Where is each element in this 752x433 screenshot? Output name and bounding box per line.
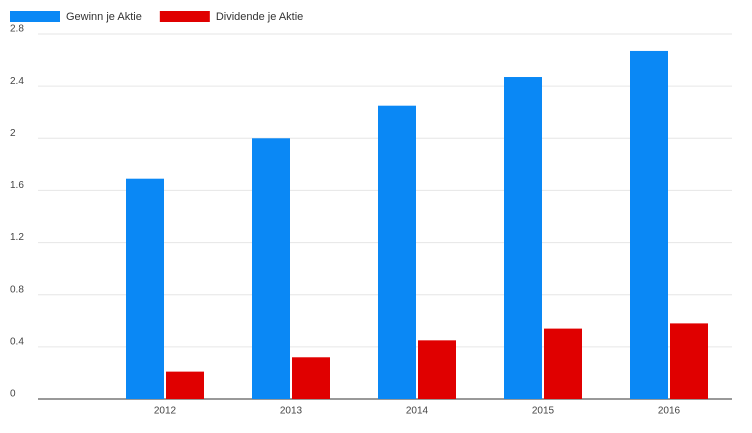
bar (630, 50, 668, 399)
bar (504, 77, 542, 400)
x-tick-label: 2016 (658, 406, 681, 417)
legend-label: Dividende je Aktie (216, 11, 303, 23)
bar (670, 323, 708, 399)
bar (126, 178, 164, 399)
y-tick-label: 0.4 (10, 336, 24, 347)
bar (418, 340, 456, 399)
bar (252, 138, 290, 400)
legend-label: Gewinn je Aktie (66, 11, 142, 23)
y-tick-label: 2.8 (10, 24, 24, 35)
y-tick-label: 1.6 (10, 180, 24, 191)
x-tick-label: 2013 (280, 406, 303, 417)
legend: Gewinn je Aktie Dividende je Aktie (10, 11, 303, 23)
y-tick-label: 2 (10, 128, 16, 139)
y-tick-label: 2.4 (10, 76, 24, 87)
x-tick-label: 2015 (532, 406, 555, 417)
x-tick-label: 2012 (154, 406, 177, 417)
bar (378, 105, 416, 400)
y-tick-label: 0.8 (10, 284, 24, 295)
y-tick-label: 1.2 (10, 232, 24, 243)
bar (292, 357, 330, 399)
bar (166, 371, 204, 399)
bar (544, 328, 582, 399)
legend-swatch (10, 11, 60, 22)
legend-swatch (159, 11, 210, 22)
x-tick-label: 2014 (406, 406, 429, 417)
y-tick-label: 0 (10, 389, 16, 400)
